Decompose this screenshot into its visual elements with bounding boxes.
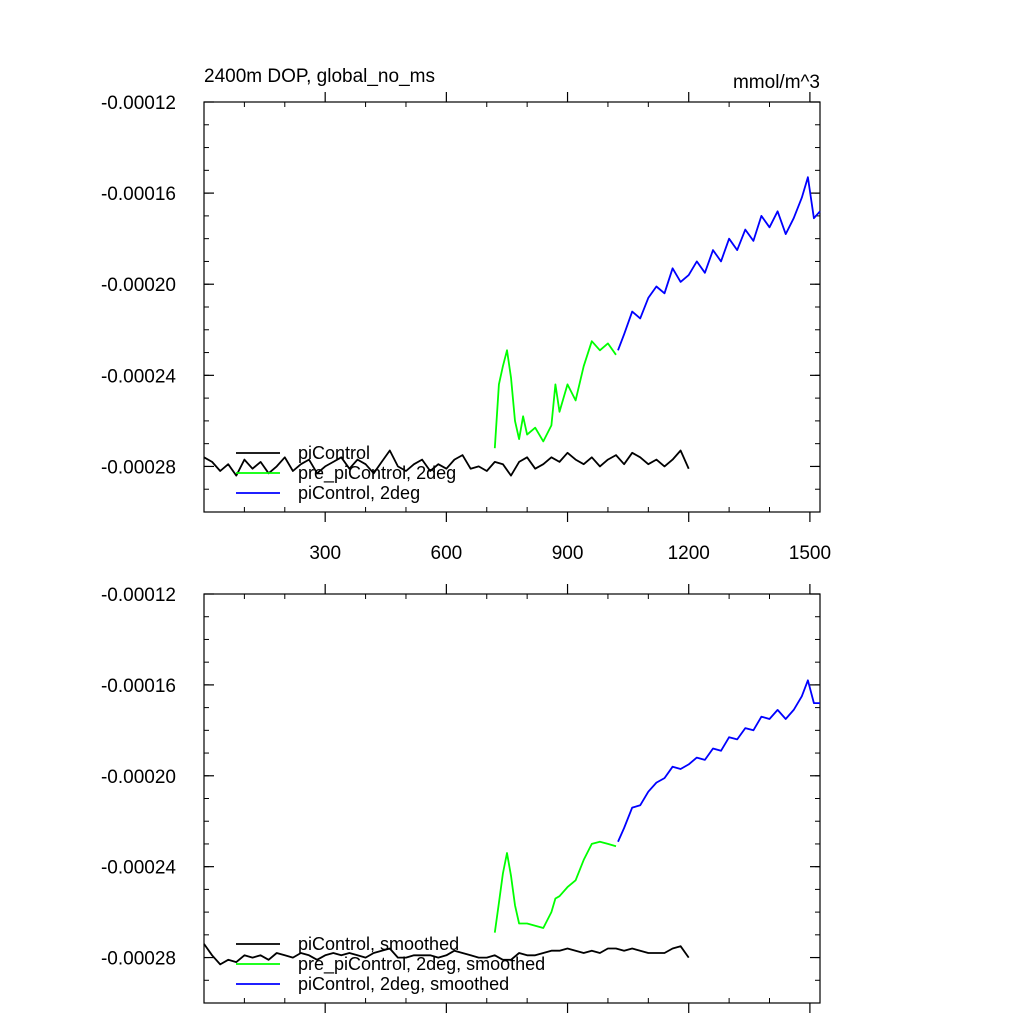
series-line-picontrol	[203, 449, 690, 477]
x-tick-label: 300	[309, 543, 341, 564]
x-tick-label: 600	[431, 543, 463, 564]
y-tick-label: -0.00028	[101, 457, 176, 478]
series-line-pre-picontrol-2deg	[493, 340, 617, 449]
top-panel: -0.00028 -0.00024 -0.00020 -0.00016 -0.00012…	[101, 92, 831, 564]
y-tick-label: -0.00016	[101, 184, 176, 205]
y-tick-label: -0.00012	[101, 93, 176, 114]
plot-frame	[203, 593, 821, 1004]
series-line-pre-picontrol-2deg-smoothed	[493, 840, 617, 933]
legend-label: piControl, 2deg, smoothed	[298, 974, 509, 994]
plot-frame	[203, 101, 821, 513]
legend-label: pre_piControl, 2deg	[298, 463, 456, 484]
units-label: mmol/m^3	[733, 72, 820, 93]
y-tick-label: -0.00012	[101, 585, 176, 606]
legend-label: piControl	[298, 443, 370, 463]
legend-label: piControl, 2deg	[298, 483, 420, 503]
bottom-panel: -0.00028 -0.00024 -0.00020 -0.00016 -0.00012…	[101, 584, 821, 1013]
y-tick-label: -0.00016	[101, 676, 176, 697]
legend-label: pre_piControl, 2deg, smoothed	[298, 954, 545, 975]
x-tick-label: 1500	[789, 543, 831, 564]
legend-label: piControl, smoothed	[298, 934, 459, 954]
y-tick-label: -0.00020	[101, 275, 176, 296]
y-tick-label: -0.00024	[101, 366, 176, 387]
y-tick-label: -0.00020	[101, 767, 176, 788]
y-tick-label: -0.00028	[101, 949, 176, 970]
series-line-picontrol-2deg-smoothed	[617, 679, 820, 843]
x-tick-label: 900	[552, 543, 584, 564]
series-line-picontrol-smoothed	[203, 943, 690, 966]
y-tick-label: -0.00024	[101, 858, 176, 879]
series-line-picontrol-2deg	[617, 176, 821, 351]
x-tick-label: 1200	[668, 543, 710, 564]
chart-title: 2400m DOP, global_no_ms	[204, 66, 435, 87]
